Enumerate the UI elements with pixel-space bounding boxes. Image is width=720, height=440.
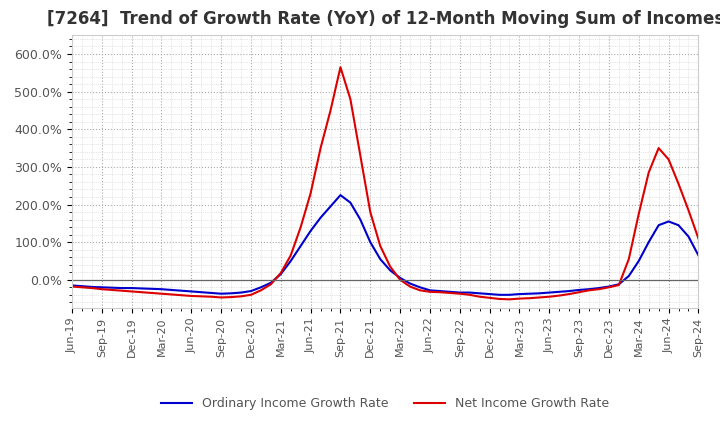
Net Income Growth Rate — [694, 236, 703, 241]
Net Income Growth Rate — [485, 295, 494, 301]
Ordinary Income Growth Rate — [326, 204, 335, 209]
Title: [7264]  Trend of Growth Rate (YoY) of 12-Month Moving Sum of Incomes: [7264] Trend of Growth Rate (YoY) of 12-… — [47, 10, 720, 28]
Legend: Ordinary Income Growth Rate, Net Income Growth Rate: Ordinary Income Growth Rate, Net Income … — [155, 391, 616, 416]
Net Income Growth Rate — [68, 284, 76, 289]
Ordinary Income Growth Rate — [475, 291, 484, 296]
Net Income Growth Rate — [147, 290, 156, 296]
Ordinary Income Growth Rate — [68, 283, 76, 288]
Ordinary Income Growth Rate — [485, 291, 494, 297]
Net Income Growth Rate — [386, 264, 395, 269]
Ordinary Income Growth Rate — [426, 288, 434, 293]
Net Income Growth Rate — [336, 65, 345, 70]
Ordinary Income Growth Rate — [336, 192, 345, 198]
Line: Net Income Growth Rate: Net Income Growth Rate — [72, 67, 698, 299]
Ordinary Income Growth Rate — [495, 292, 504, 297]
Net Income Growth Rate — [505, 297, 514, 302]
Net Income Growth Rate — [426, 289, 434, 294]
Line: Ordinary Income Growth Rate: Ordinary Income Growth Rate — [72, 195, 698, 295]
Ordinary Income Growth Rate — [694, 253, 703, 258]
Net Income Growth Rate — [326, 108, 335, 113]
Ordinary Income Growth Rate — [386, 268, 395, 273]
Ordinary Income Growth Rate — [147, 286, 156, 291]
Net Income Growth Rate — [475, 294, 484, 299]
